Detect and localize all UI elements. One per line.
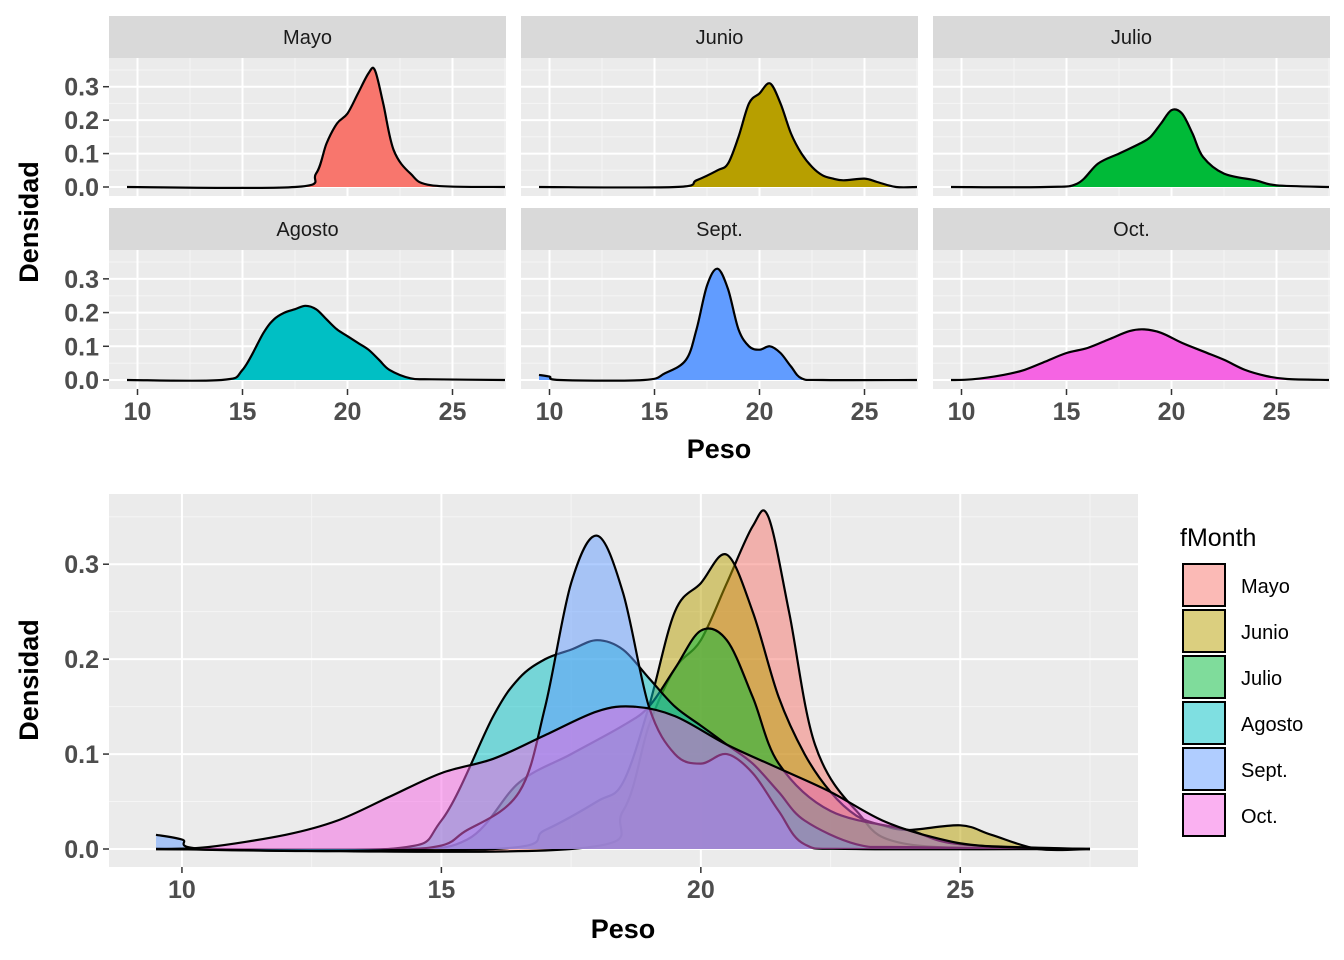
legend-key bbox=[1182, 747, 1226, 791]
y-tick-label: 0.3 bbox=[64, 266, 99, 294]
legend: fMonth Mayo Junio Julio Agosto Sept. Oct. bbox=[1180, 524, 1303, 837]
x-tick-label: 20 bbox=[1158, 398, 1186, 426]
legend-key bbox=[1182, 793, 1226, 837]
x-tick-label: 20 bbox=[746, 398, 774, 426]
legend-key bbox=[1182, 655, 1226, 699]
facet-panel-sept: Sept. 10 15 20 25 bbox=[521, 208, 918, 426]
facet-strip-label: Sept. bbox=[696, 219, 743, 241]
facet-panel-julio: Julio bbox=[933, 16, 1330, 196]
facet-strip-label: Julio bbox=[1111, 27, 1152, 49]
overlay-density-line-oct bbox=[155, 705, 1091, 851]
y-tick-label: 0.2 bbox=[64, 107, 99, 135]
density-area-oct bbox=[951, 329, 1329, 380]
legend-key bbox=[1182, 609, 1226, 653]
facet-strip bbox=[109, 16, 506, 58]
legend-item-junio: Junio bbox=[1182, 609, 1289, 653]
y-tick-label: 0.1 bbox=[64, 333, 99, 361]
y-tick-label: 0.2 bbox=[64, 646, 99, 674]
y-tick-label: 0.0 bbox=[64, 836, 99, 864]
overlay-density-area-oct bbox=[156, 706, 1090, 849]
legend-item-julio: Julio bbox=[1182, 655, 1282, 699]
facet-panel-mayo: Mayo 0.0 0.1 0.2 0.3 bbox=[64, 16, 506, 202]
density-area-junio bbox=[539, 83, 917, 188]
y-tick-label: 0.3 bbox=[64, 551, 99, 579]
x-tick-label: 25 bbox=[946, 876, 974, 904]
legend-label: Mayo bbox=[1241, 576, 1290, 598]
facet-strip bbox=[933, 208, 1330, 250]
legend-label: Agosto bbox=[1241, 714, 1303, 736]
facet-strip-label: Junio bbox=[696, 27, 744, 49]
x-axis-title: Peso bbox=[687, 434, 752, 464]
x-tick-label: 25 bbox=[439, 398, 467, 426]
facet-panel-oct: Oct. 10 15 20 25 bbox=[933, 208, 1330, 426]
x-tick-label: 10 bbox=[124, 398, 152, 426]
x-tick-label: 10 bbox=[536, 398, 564, 426]
legend-item-mayo: Mayo bbox=[1182, 563, 1290, 607]
x-tick-label: 20 bbox=[334, 398, 362, 426]
density-area-sept bbox=[539, 268, 917, 381]
y-tick-label: 0.0 bbox=[64, 367, 99, 395]
legend-key bbox=[1182, 563, 1226, 607]
faceted-density-plots: Mayo 0.0 0.1 0.2 0.3 Junio Julio Agosto 0.0 0.1 0.… bbox=[14, 16, 1330, 464]
facet-panel-agosto: Agosto 0.0 0.1 0.2 0.3 10 15 20 25 bbox=[64, 208, 506, 426]
y-axis-title: Densidad bbox=[14, 619, 44, 741]
legend-label: Junio bbox=[1241, 622, 1289, 644]
x-tick-label: 15 bbox=[427, 876, 455, 904]
x-tick-label: 10 bbox=[168, 876, 196, 904]
y-tick-label: 0.1 bbox=[64, 141, 99, 169]
x-tick-label: 25 bbox=[851, 398, 879, 426]
density-line-julio bbox=[950, 108, 1330, 189]
density-line-junio bbox=[538, 82, 918, 189]
y-axis-title: Densidad bbox=[14, 161, 44, 283]
density-line-agosto bbox=[126, 304, 506, 382]
y-tick-label: 0.0 bbox=[64, 174, 99, 202]
facet-strip bbox=[521, 16, 918, 58]
x-tick-label: 15 bbox=[229, 398, 257, 426]
density-area-agosto bbox=[127, 305, 505, 381]
y-tick-label: 0.1 bbox=[64, 741, 99, 769]
x-tick-label: 20 bbox=[687, 876, 715, 904]
x-tick-label: 15 bbox=[1053, 398, 1081, 426]
legend-item-oct: Oct. bbox=[1182, 793, 1278, 837]
overlay-density-area-sept bbox=[156, 535, 1090, 851]
legend-title: fMonth bbox=[1180, 524, 1256, 552]
y-tick-label: 0.2 bbox=[64, 300, 99, 328]
density-area-julio bbox=[951, 109, 1329, 188]
density-line-mayo bbox=[126, 66, 506, 190]
facet-strip bbox=[521, 208, 918, 250]
y-tick-label: 0.3 bbox=[64, 74, 99, 102]
legend-label: Oct. bbox=[1241, 806, 1278, 828]
legend-item-agosto: Agosto bbox=[1182, 701, 1303, 745]
legend-key bbox=[1182, 701, 1226, 745]
legend-label: Sept. bbox=[1241, 760, 1288, 782]
facet-strip-label: Oct. bbox=[1113, 219, 1150, 241]
facet-strip bbox=[109, 208, 506, 250]
x-tick-label: 15 bbox=[641, 398, 669, 426]
x-tick-label: 25 bbox=[1263, 398, 1291, 426]
overlaid-density-plot: 0.0 0.1 0.2 0.3 10 15 20 25 Peso Densidad bbox=[14, 494, 1138, 944]
facet-strip-label: Mayo bbox=[283, 27, 332, 49]
x-axis-title: Peso bbox=[591, 914, 656, 944]
x-tick-label: 10 bbox=[948, 398, 976, 426]
density-line-sept bbox=[538, 267, 918, 382]
legend-item-sept: Sept. bbox=[1182, 747, 1288, 791]
density-line-oct bbox=[950, 328, 1330, 382]
legend-label: Julio bbox=[1241, 668, 1282, 690]
panel-background bbox=[109, 58, 506, 196]
facet-strip-label: Agosto bbox=[276, 219, 338, 241]
facet-panel-junio: Junio bbox=[521, 16, 918, 196]
facet-strip bbox=[933, 16, 1330, 58]
